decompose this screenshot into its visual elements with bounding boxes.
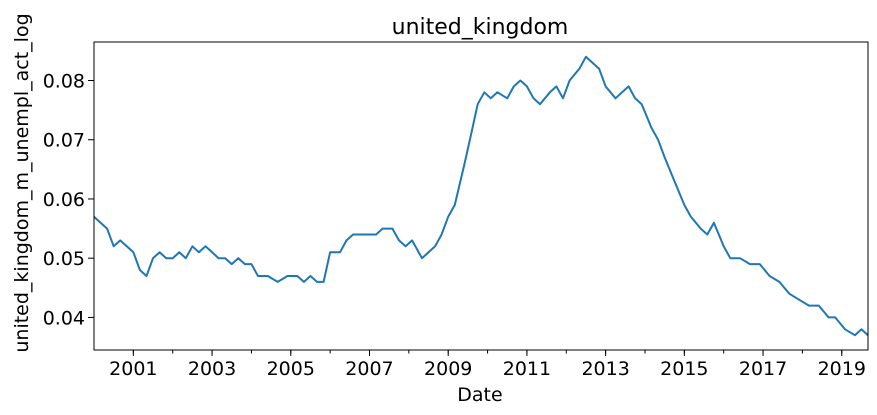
y-tick-label: 0.05 [43, 248, 85, 270]
y-tick-label: 0.08 [43, 71, 85, 93]
x-axis-label: Date [457, 384, 502, 406]
y-tick-label: 0.07 [43, 130, 85, 152]
x-tick-label: 2019 [818, 358, 866, 380]
x-tick-label: 2015 [660, 358, 708, 380]
x-tick-label: 2003 [188, 358, 236, 380]
chart-title: united_kingdom [392, 15, 569, 40]
x-tick-label: 2001 [109, 358, 157, 380]
plot-axes: 2001 2003 2005 2007 2009 2011 2013 2015 2017 2019… [43, 41, 869, 380]
y-tick-label: 0.06 [43, 189, 85, 211]
series-line [93, 55, 869, 337]
x-tick-label: 2017 [739, 358, 787, 380]
x-tick-label: 2009 [424, 358, 472, 380]
x-tick-label: 2005 [267, 358, 315, 380]
x-tick-label: 2007 [345, 358, 393, 380]
y-tick-label: 0.04 [43, 307, 85, 329]
x-tick-label: 2011 [503, 358, 551, 380]
y-axis-label: united_kingdom_m_unempl_act_log [11, 13, 33, 352]
plot-frame [93, 41, 869, 351]
x-tick-label: 2013 [581, 358, 629, 380]
